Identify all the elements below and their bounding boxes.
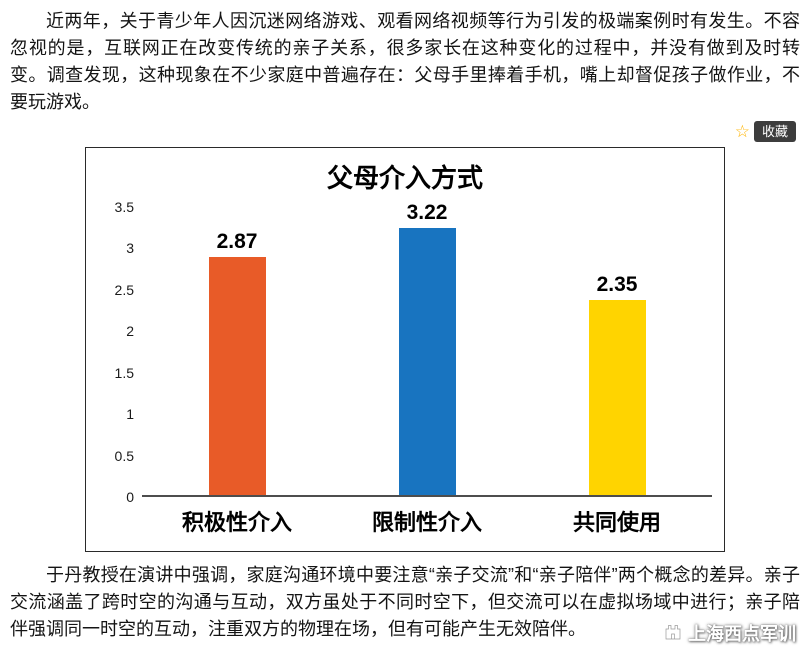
bar-group: 3.22 — [398, 201, 456, 495]
y-tick-label: 1.5 — [114, 364, 134, 381]
paragraph-1: 近两年，关于青少年人因沉迷网络游戏、观看网络视频等行为引发的极端案例时有发生。不… — [10, 11, 800, 112]
paragraph-2: 于丹教授在演讲中强调，家庭沟通环境中要注意“亲子交流”和“亲子陪伴”两个概念的差… — [10, 565, 800, 639]
bar-value-label: 2.87 — [216, 230, 258, 254]
star-icon[interactable]: ☆ — [734, 121, 750, 141]
bar-group: 2.35 — [588, 273, 646, 495]
chart-title: 父母介入方式 — [326, 163, 483, 193]
bar — [588, 300, 646, 495]
y-tick-label: 2.5 — [114, 281, 134, 298]
x-axis-labels: 积极性介入 限制性介入 共同使用 — [142, 505, 712, 537]
bar-value-label: 2.35 — [596, 273, 638, 297]
y-tick-label: 3 — [126, 240, 134, 257]
favorite-row: ☆ 收藏 — [0, 119, 796, 143]
bar — [398, 228, 456, 495]
y-tick-label: 3.5 — [114, 199, 134, 215]
bar-value-label: 3.22 — [406, 201, 448, 225]
plot-area: 2.87 3.22 2.35 — [142, 201, 712, 497]
bar — [208, 257, 266, 495]
chart-plot-row: 0 0.5 1 1.5 2 2.5 3 3.5 2.87 3.22 2.35 — [98, 199, 712, 505]
y-tick-label: 1 — [126, 406, 134, 423]
y-tick-label: 0.5 — [114, 447, 134, 464]
x-axis-label: 积极性介入 — [181, 510, 292, 535]
favorite-button[interactable]: 收藏 — [753, 120, 796, 142]
y-axis: 0 0.5 1 1.5 2 2.5 3 3.5 — [98, 199, 142, 505]
y-tick-label: 2 — [126, 323, 134, 340]
x-axis-label: 共同使用 — [572, 510, 661, 535]
bar-group: 2.87 — [208, 230, 266, 495]
x-axis-label: 限制性介入 — [371, 510, 482, 535]
y-tick-label: 0 — [126, 489, 134, 505]
bar-chart: 父母介入方式 0 0.5 1 1.5 2 2.5 3 3.5 2.87 3.22 2.35 积极性… — [85, 147, 725, 552]
